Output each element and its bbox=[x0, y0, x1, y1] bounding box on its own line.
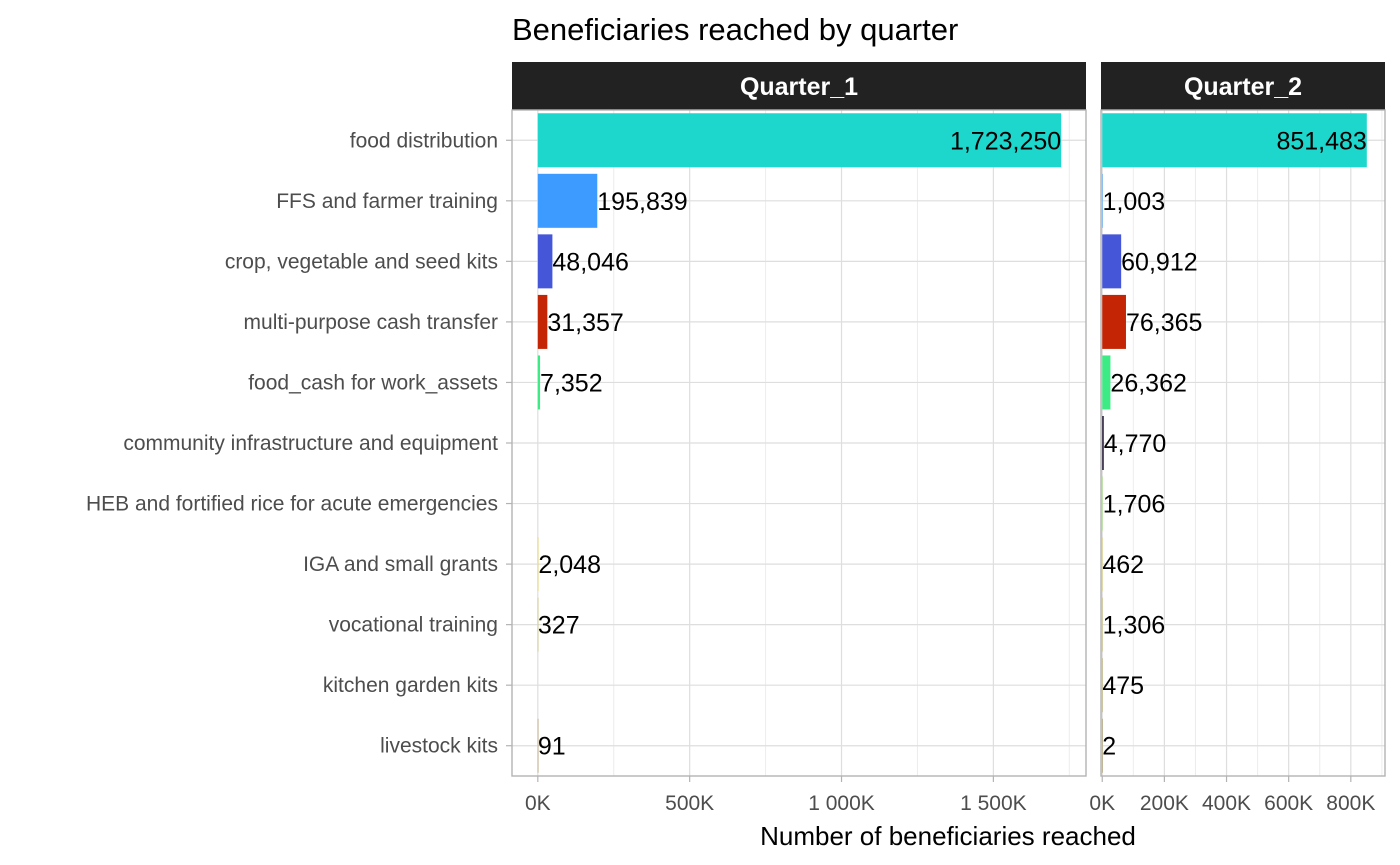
bar-2-7 bbox=[1102, 476, 1103, 531]
data-label: 2 bbox=[1102, 733, 1116, 761]
x-tick-label: 0K bbox=[525, 792, 551, 815]
category-label: livestock kits bbox=[380, 735, 498, 758]
data-label: 48,046 bbox=[552, 248, 628, 276]
chart-title: Beneficiaries reached by quarter bbox=[512, 12, 958, 47]
bar-2-5 bbox=[1102, 355, 1111, 410]
bar-1-2 bbox=[537, 173, 598, 228]
bar-1-1 bbox=[537, 113, 1062, 168]
category-label: crop, vegetable and seed kits bbox=[225, 250, 498, 273]
bar-1-9 bbox=[537, 597, 539, 652]
x-tick-label: 600K bbox=[1264, 792, 1313, 815]
bar-2-10 bbox=[1102, 658, 1103, 713]
data-label: 475 bbox=[1102, 672, 1144, 700]
category-label: food_cash for work_assets bbox=[248, 371, 498, 394]
data-label: 60,912 bbox=[1121, 248, 1197, 276]
data-label: 91 bbox=[538, 733, 566, 761]
data-label: 2,048 bbox=[538, 551, 601, 579]
facet-strip bbox=[1101, 62, 1385, 110]
data-label: 462 bbox=[1102, 551, 1144, 579]
x-tick-label: 500K bbox=[665, 792, 714, 815]
x-axis-title: Number of beneficiaries reached bbox=[760, 821, 1136, 851]
facet-panel-1: Quarter_1 1,723,250 195,839 48,046 31,357 7,3… bbox=[511, 62, 1087, 815]
bar-2-11 bbox=[1102, 718, 1103, 773]
x-tick-label: 1 000K bbox=[808, 792, 875, 815]
x-tick-label: 0K bbox=[1089, 792, 1115, 815]
data-label: 4,770 bbox=[1104, 430, 1167, 458]
data-label: 26,362 bbox=[1110, 369, 1186, 397]
bar-1-3 bbox=[537, 234, 553, 289]
category-label: IGA and small grants bbox=[303, 553, 498, 576]
bar-2-9 bbox=[1102, 597, 1103, 652]
bar-2-1 bbox=[1102, 113, 1367, 168]
bar-2-4 bbox=[1102, 294, 1126, 349]
category-label: HEB and fortified rice for acute emergen… bbox=[86, 493, 498, 516]
data-label: 1,723,250 bbox=[950, 127, 1061, 155]
bar-1-8 bbox=[537, 537, 539, 592]
category-labels: food distribution FFS and farmer training… bbox=[86, 129, 512, 758]
data-label: 851,483 bbox=[1276, 127, 1366, 155]
category-label: kitchen garden kits bbox=[323, 674, 498, 697]
facet-strip-label: Quarter_1 bbox=[740, 73, 858, 101]
data-label: 195,839 bbox=[597, 188, 687, 216]
x-tick-label: 800K bbox=[1326, 792, 1375, 815]
category-label: FFS and farmer training bbox=[276, 190, 498, 213]
data-label: 7,352 bbox=[540, 369, 603, 397]
bar-2-8 bbox=[1102, 537, 1103, 592]
bar-2-3 bbox=[1102, 234, 1122, 289]
bar-1-11 bbox=[537, 718, 539, 773]
category-label: vocational training bbox=[329, 614, 498, 637]
facet-panel-2: Quarter_2 851,483 1,003 60,912 76,365 26,362 4… bbox=[1089, 62, 1386, 815]
facet-strip-label: Quarter_2 bbox=[1184, 73, 1302, 101]
bar-1-5 bbox=[537, 355, 541, 410]
data-label: 76,365 bbox=[1126, 309, 1202, 337]
data-label: 31,357 bbox=[547, 309, 623, 337]
bar-2-2 bbox=[1102, 173, 1103, 228]
facet-strip bbox=[512, 62, 1086, 110]
x-tick-label: 400K bbox=[1202, 792, 1251, 815]
data-label: 327 bbox=[538, 612, 580, 640]
bar-2-6 bbox=[1102, 416, 1104, 470]
data-label: 1,306 bbox=[1103, 612, 1166, 640]
bar-1-4 bbox=[537, 294, 548, 349]
x-tick-label: 200K bbox=[1140, 792, 1189, 815]
panel-border bbox=[1100, 109, 1386, 777]
data-label: 1,706 bbox=[1103, 491, 1166, 519]
category-label: multi-purpose cash transfer bbox=[244, 311, 498, 334]
facet-panels: Quarter_1 1,723,250 195,839 48,046 31,357 7,3… bbox=[511, 62, 1386, 815]
category-label: food distribution bbox=[350, 129, 498, 152]
category-label: community infrastructure and equipment bbox=[123, 432, 498, 455]
x-tick-label: 1 500K bbox=[960, 792, 1027, 815]
data-label: 1,003 bbox=[1103, 188, 1166, 216]
